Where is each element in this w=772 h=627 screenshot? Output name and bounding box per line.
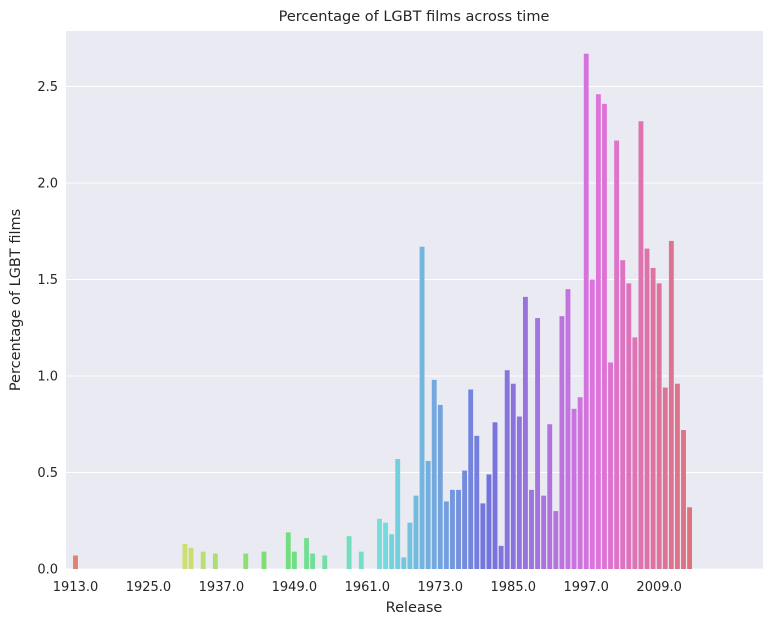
bar: [589, 279, 595, 569]
bar: [200, 551, 206, 569]
bar: [522, 296, 528, 569]
bar: [553, 511, 559, 569]
bar: [656, 283, 662, 569]
bar: [389, 534, 395, 569]
bar: [285, 532, 291, 569]
bar: [261, 551, 267, 569]
bar: [577, 397, 583, 569]
bar: [419, 246, 425, 569]
bar: [595, 94, 601, 569]
bar: [304, 538, 309, 569]
bar: [401, 557, 407, 569]
bar: [243, 553, 249, 569]
bar: [681, 430, 686, 569]
bar: [413, 495, 419, 569]
bar: [662, 387, 668, 569]
bar: [565, 289, 571, 569]
bar: [638, 121, 644, 570]
bar: [632, 337, 638, 569]
x-tick-label: 2009.0: [636, 580, 682, 595]
x-axis-ticks: 1913.0 1925.0 1937.0 1949.0 1961.0 1973.0 1985…: [53, 580, 682, 595]
bar: [395, 458, 401, 569]
bar: [687, 507, 693, 569]
bar: [182, 543, 188, 569]
bar: [480, 503, 486, 569]
bar: [668, 240, 674, 569]
x-tick-label: 1937.0: [199, 580, 245, 595]
bar: [516, 416, 522, 569]
x-tick-label: 1973.0: [418, 580, 464, 595]
bar: [535, 318, 541, 569]
bar: [547, 424, 553, 569]
bar: [614, 140, 620, 570]
y-tick-label: 1.0: [37, 370, 58, 385]
bar: [358, 551, 364, 569]
x-tick-label: 1913.0: [53, 580, 99, 595]
x-axis-label: Release: [386, 600, 443, 616]
bar: [73, 555, 78, 569]
bar: [431, 379, 437, 569]
bar: [571, 408, 577, 569]
bar: [541, 495, 547, 569]
gridlines: [66, 86, 763, 570]
bar: [456, 489, 461, 569]
bars: [73, 53, 693, 570]
bar: [468, 389, 474, 569]
x-tick-label: 1961.0: [345, 580, 391, 595]
bar: [510, 383, 516, 569]
bar: [188, 547, 194, 569]
bar: [626, 283, 632, 569]
bar: [450, 489, 455, 569]
y-tick-label: 2.0: [37, 177, 58, 192]
y-tick-label: 0.5: [37, 466, 58, 481]
y-tick-label: 2.5: [37, 80, 58, 95]
bar: [644, 248, 650, 569]
bar: [674, 383, 680, 569]
bar: [608, 362, 613, 569]
x-tick-label: 1985.0: [491, 580, 537, 595]
bar: [620, 260, 626, 569]
bar: [650, 267, 656, 569]
bar: [346, 536, 352, 569]
bar: [383, 522, 389, 569]
bar: [377, 518, 382, 569]
bar: [486, 474, 492, 569]
y-tick-label: 0.0: [37, 563, 58, 578]
bar: [492, 422, 498, 569]
bar: [474, 435, 480, 569]
bar: [443, 501, 449, 569]
bar: [212, 553, 218, 569]
chart-title: Percentage of LGBT films across time: [279, 9, 550, 25]
y-tick-label: 1.5: [37, 273, 58, 288]
bar: [437, 404, 443, 569]
bar: [504, 370, 510, 569]
bar: [529, 489, 534, 569]
bar: [583, 53, 589, 569]
bar: [559, 316, 565, 569]
bar: [310, 553, 316, 569]
x-tick-label: 1925.0: [126, 580, 172, 595]
y-axis-ticks: 0.0 0.5 1.0 1.5 2.0 2.5: [37, 80, 58, 578]
bar: [425, 460, 431, 569]
bar: [602, 103, 607, 570]
bar: [498, 545, 504, 569]
x-tick-label: 1949.0: [272, 580, 318, 595]
bar: [322, 555, 328, 569]
bar: [407, 522, 413, 569]
bar: [291, 551, 297, 569]
y-axis-label: Percentage of LGBT films: [8, 209, 24, 391]
bar: [462, 470, 468, 569]
x-tick-label: 1997.0: [563, 580, 609, 595]
